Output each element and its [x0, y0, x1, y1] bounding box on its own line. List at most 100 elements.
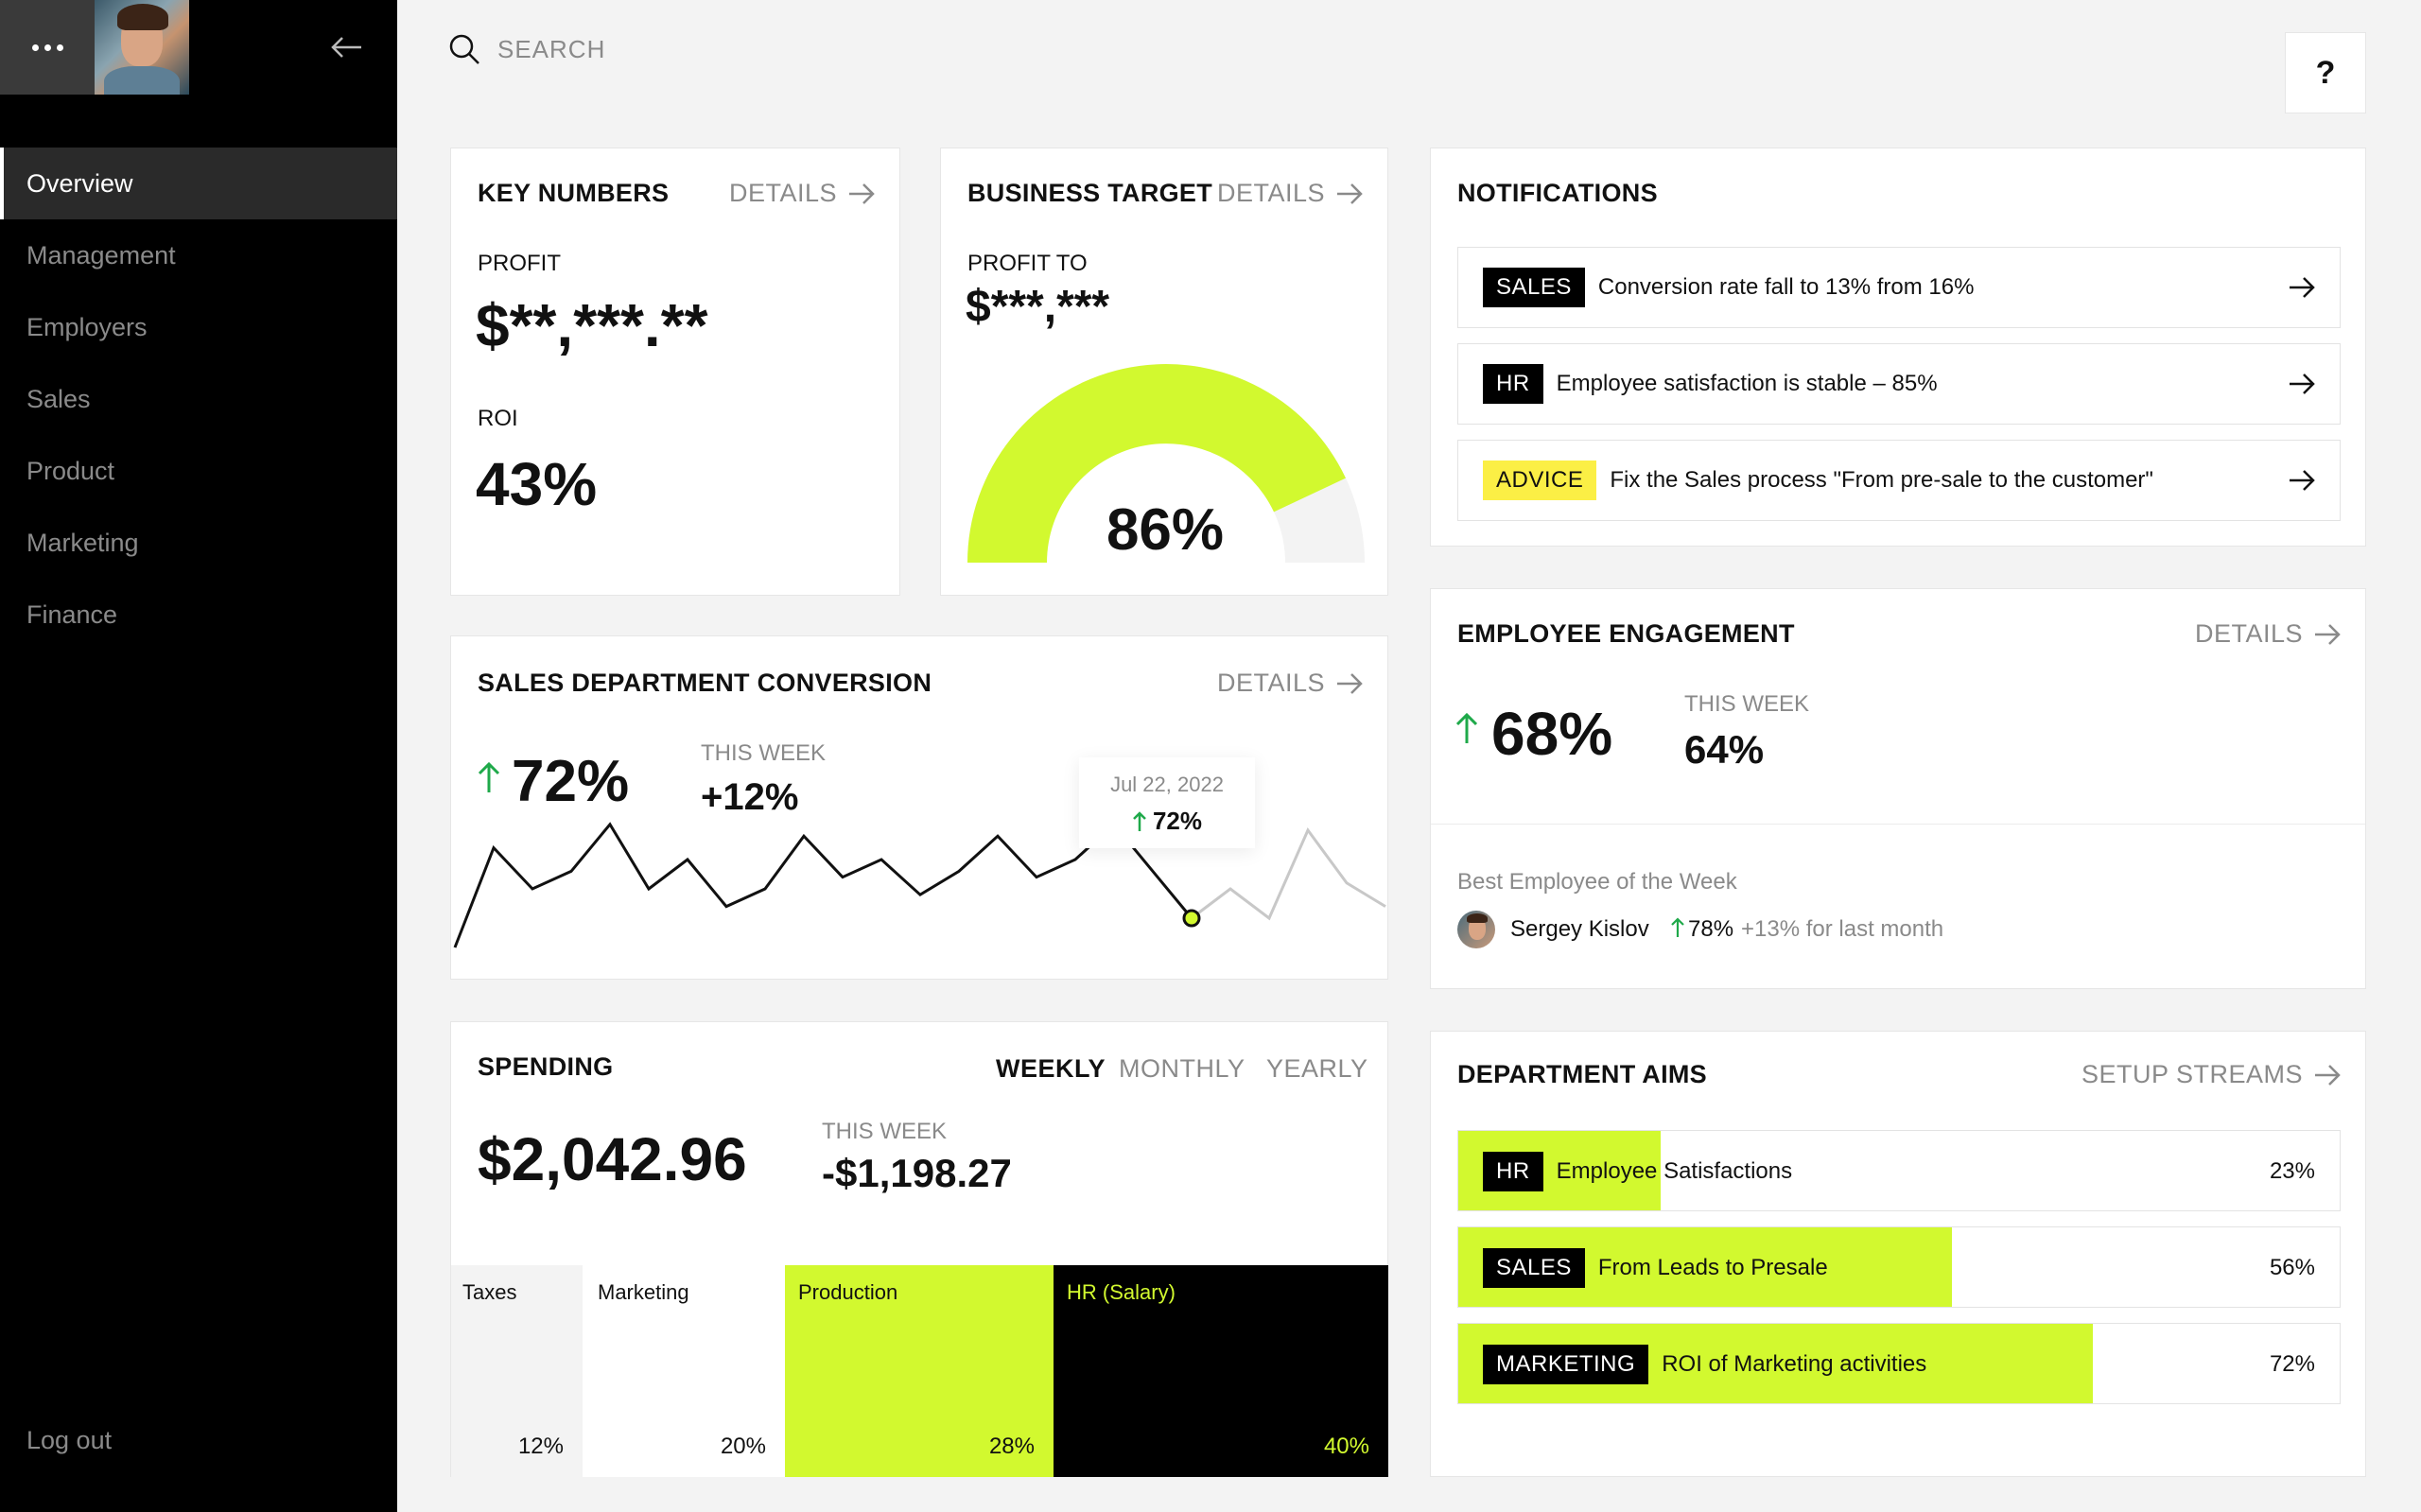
arrow-right-icon: [2315, 1064, 2341, 1086]
segment-label: Production: [798, 1280, 898, 1304]
aim-pct: 72%: [2269, 1351, 2315, 1377]
conversion-value: 72%: [512, 749, 630, 814]
hr-tag: HR: [1483, 1152, 1543, 1191]
arrow-up-icon: [1133, 810, 1146, 831]
advice-tag: ADVICE: [1483, 461, 1597, 500]
avatar[interactable]: [95, 0, 189, 95]
card-title: SALES DEPARTMENT CONVERSION: [478, 669, 932, 697]
card-title: SPENDING: [478, 1052, 614, 1081]
best-employee-name[interactable]: Sergey Kislov: [1510, 916, 1649, 942]
arrow-right-icon: [849, 182, 875, 204]
best-employee-value: 78%: [1688, 916, 1734, 942]
details-link[interactable]: DETAILS: [1217, 179, 1363, 208]
profit-to-label: PROFIT TO: [967, 251, 1088, 276]
sales-tag: SALES: [1483, 1248, 1585, 1288]
notification-item[interactable]: SALES Conversion rate fall to 13% from 1…: [1457, 247, 2341, 328]
sidebar-item-finance[interactable]: Finance: [26, 600, 118, 629]
tooltip-date: Jul 22, 2022: [1110, 773, 1224, 796]
sales-tag: SALES: [1483, 268, 1585, 307]
segment-pct: 28%: [988, 1434, 1035, 1459]
best-employee-change: +13% for last month: [1741, 916, 1944, 942]
arrow-right-icon: [2290, 470, 2315, 491]
card-title: BUSINESS TARGET: [967, 179, 1213, 207]
details-link[interactable]: DETAILS: [729, 179, 875, 208]
profit-label: PROFIT: [478, 251, 561, 276]
aim-text: ROI of Marketing activities: [1662, 1351, 1927, 1377]
card-title: KEY NUMBERS: [478, 179, 670, 207]
sidebar-item-employers[interactable]: Employers: [26, 312, 148, 341]
segment-label: Taxes: [462, 1280, 517, 1304]
aim-text: Employee Satisfactions: [1556, 1158, 1793, 1184]
business-target-card: BUSINESS TARGET DETAILS PROFIT TO $***,*…: [940, 148, 1388, 596]
sidebar-item-marketing[interactable]: Marketing: [26, 528, 139, 557]
aim-item-hr[interactable]: HR Employee Satisfactions 23%: [1457, 1130, 2341, 1211]
arrow-right-icon: [1337, 182, 1363, 204]
sidebar-item-management[interactable]: Management: [26, 240, 176, 269]
spending-segment-marketing[interactable]: Marketing 20%: [583, 1265, 785, 1477]
engagement-value: 68%: [1491, 700, 1613, 768]
aim-item-sales[interactable]: SALES From Leads to Presale 56%: [1457, 1226, 2341, 1308]
gauge-value: 86%: [1106, 497, 1225, 563]
arrow-right-icon: [2290, 277, 2315, 298]
aim-pct: 56%: [2269, 1255, 2315, 1280]
spending-segment-production[interactable]: Production 28%: [785, 1265, 1054, 1477]
gauge-fill: [967, 364, 1346, 563]
arrow-right-icon: [1337, 672, 1363, 694]
arrow-up-icon: [1671, 917, 1684, 937]
arrow-up-icon: [478, 761, 500, 792]
logout-link[interactable]: Log out: [26, 1426, 113, 1454]
notification-item[interactable]: HR Employee satisfaction is stable – 85%: [1457, 343, 2341, 425]
department-aims-card: DEPARTMENT AIMS SETUP STREAMS HR Employe…: [1430, 1031, 2366, 1477]
target-gauge: [967, 364, 1365, 563]
week-label: THIS WEEK: [822, 1119, 948, 1144]
sidebar-nav: Overview Management Employers Sales Prod…: [0, 148, 397, 651]
help-button[interactable]: ?: [2285, 32, 2366, 113]
spending-amount: $2,042.96: [478, 1125, 747, 1193]
key-numbers-card: KEY NUMBERS DETAILS PROFIT $**,***.** RO…: [450, 148, 900, 596]
roi-label: ROI: [478, 406, 518, 431]
segment-pct: 12%: [517, 1434, 564, 1459]
profit-value: $**,***.**: [476, 291, 708, 359]
details-link[interactable]: DETAILS: [1217, 669, 1363, 698]
segment-label: Marketing: [598, 1280, 689, 1304]
details-link[interactable]: DETAILS: [2195, 619, 2341, 649]
conversion-line-chart: [453, 822, 1386, 948]
highlight-point: [1182, 909, 1201, 928]
tab-yearly[interactable]: YEARLY: [1266, 1054, 1368, 1083]
segment-label: HR (Salary): [1067, 1280, 1176, 1304]
notification-item[interactable]: ADVICE Fix the Sales process "From pre-s…: [1457, 440, 2341, 521]
more-dots-icon[interactable]: [0, 0, 95, 95]
notification-text: Fix the Sales process "From pre-sale to …: [1610, 467, 2153, 493]
search-input[interactable]: [497, 34, 1065, 64]
segment-pct: 20%: [720, 1434, 766, 1459]
sidebar-item-overview[interactable]: Overview: [0, 148, 397, 219]
notifications-card: NOTIFICATIONS SALES Conversion rate fall…: [1430, 148, 2366, 547]
arrow-right-icon: [2315, 623, 2341, 645]
week-value: -$1,198.27: [822, 1151, 1012, 1195]
best-employee-avatar[interactable]: [1457, 911, 1495, 948]
tab-weekly[interactable]: WEEKLY: [996, 1054, 1106, 1083]
spending-segment-taxes[interactable]: Taxes 12%: [451, 1265, 583, 1477]
notification-text: Conversion rate fall to 13% from 16%: [1597, 274, 1975, 300]
segment-pct: 40%: [1323, 1434, 1369, 1459]
arrow-left-icon[interactable]: [325, 28, 367, 66]
marketing-tag: MARKETING: [1483, 1345, 1649, 1384]
search-bar[interactable]: [448, 28, 1065, 70]
line-series-future: [1191, 827, 1386, 921]
sales-conversion-card: SALES DEPARTMENT CONVERSION DETAILS 72% …: [450, 635, 1388, 980]
setup-streams-link[interactable]: SETUP STREAMS: [2081, 1060, 2341, 1089]
sidebar-item-product[interactable]: Product: [26, 456, 115, 485]
card-title: DEPARTMENT AIMS: [1457, 1060, 1707, 1088]
spending-segment-hr[interactable]: HR (Salary) 40%: [1054, 1265, 1388, 1477]
line-series-past: [453, 822, 1193, 948]
sidebar-item-sales[interactable]: Sales: [26, 384, 91, 413]
roi-value: 43%: [476, 450, 598, 518]
profit-to-value: $***,***: [966, 282, 1110, 332]
tab-monthly[interactable]: MONTHLY: [1119, 1054, 1245, 1083]
aim-item-marketing[interactable]: MARKETING ROI of Marketing activities 72…: [1457, 1323, 2341, 1404]
notification-text: Employee satisfaction is stable – 85%: [1556, 371, 1938, 396]
sidebar-header: [0, 0, 397, 95]
chart-tooltip: Jul 22, 2022 72%: [1079, 757, 1255, 848]
arrow-up-icon: [1455, 712, 1478, 743]
week-label: THIS WEEK: [1684, 691, 1810, 717]
